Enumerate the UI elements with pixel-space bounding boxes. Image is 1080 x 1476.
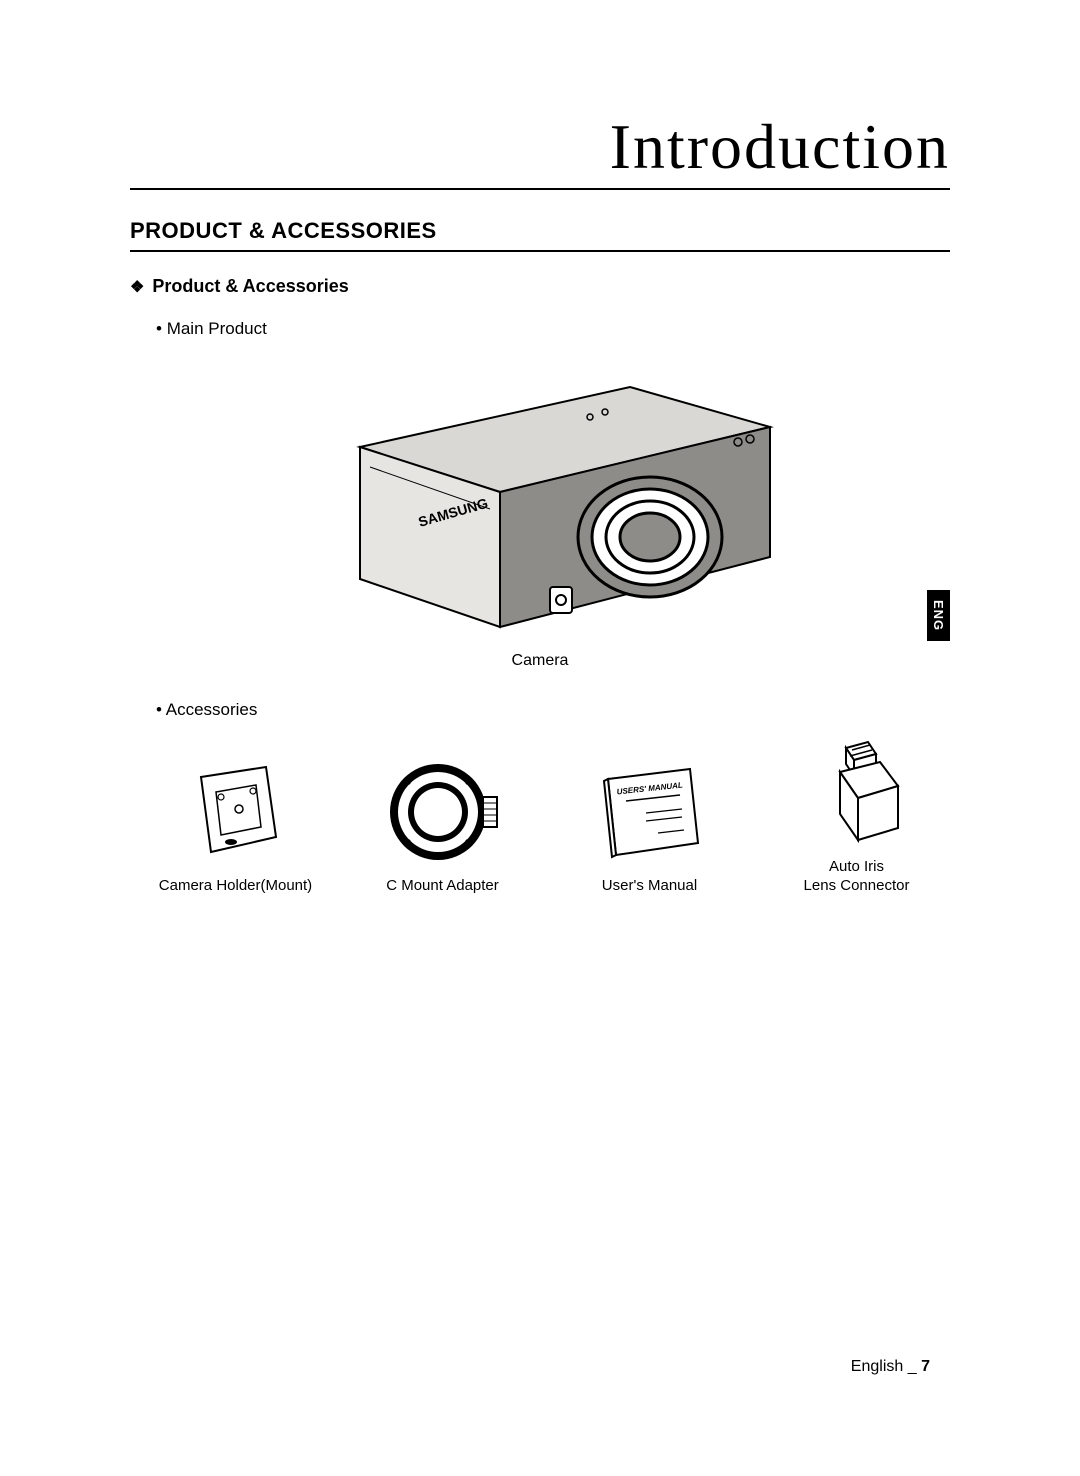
- accessory-users-manual: USERS' MANUAL User's Manual: [556, 757, 743, 896]
- accessory-caption: Camera Holder(Mount): [142, 877, 329, 896]
- main-figure-caption: Camera: [130, 652, 950, 670]
- accessory-auto-iris-connector: Auto Iris Lens Connector: [763, 738, 950, 896]
- bullet-main-product: Main Product: [156, 319, 950, 339]
- accessory-c-mount-adapter: C Mount Adapter: [349, 757, 536, 896]
- diamond-bullet-icon: ❖: [130, 279, 144, 296]
- accessory-caption: Auto Iris Lens Connector: [763, 858, 950, 896]
- bullet-accessories: Accessories: [156, 700, 950, 720]
- footer-page-number: 7: [921, 1358, 930, 1375]
- footer-lang: English: [851, 1358, 903, 1375]
- camera-illustration: SAMSUNG: [270, 357, 810, 637]
- users-manual-icon: USERS' MANUAL: [590, 757, 710, 867]
- main-product-figure: SAMSUNG Camera: [130, 357, 950, 670]
- camera-holder-icon: [181, 757, 291, 867]
- accessory-caption: C Mount Adapter: [349, 877, 536, 896]
- language-tab: ENG: [927, 590, 950, 641]
- accessory-caption: User's Manual: [556, 877, 743, 896]
- subheading-product-accessories: ❖ Product & Accessories: [130, 276, 950, 297]
- chapter-title: Introduction: [130, 110, 950, 190]
- section-heading: PRODUCT & ACCESSORIES: [130, 218, 950, 252]
- auto-iris-connector-icon: [802, 738, 912, 848]
- page-footer: English _ 7: [851, 1358, 930, 1376]
- c-mount-adapter-icon: [383, 757, 503, 867]
- accessory-camera-holder: Camera Holder(Mount): [142, 757, 329, 896]
- accessories-row: Camera Holder(Mount): [142, 738, 950, 896]
- footer-sep: _: [908, 1358, 917, 1375]
- subheading-text: Product & Accessories: [152, 276, 348, 296]
